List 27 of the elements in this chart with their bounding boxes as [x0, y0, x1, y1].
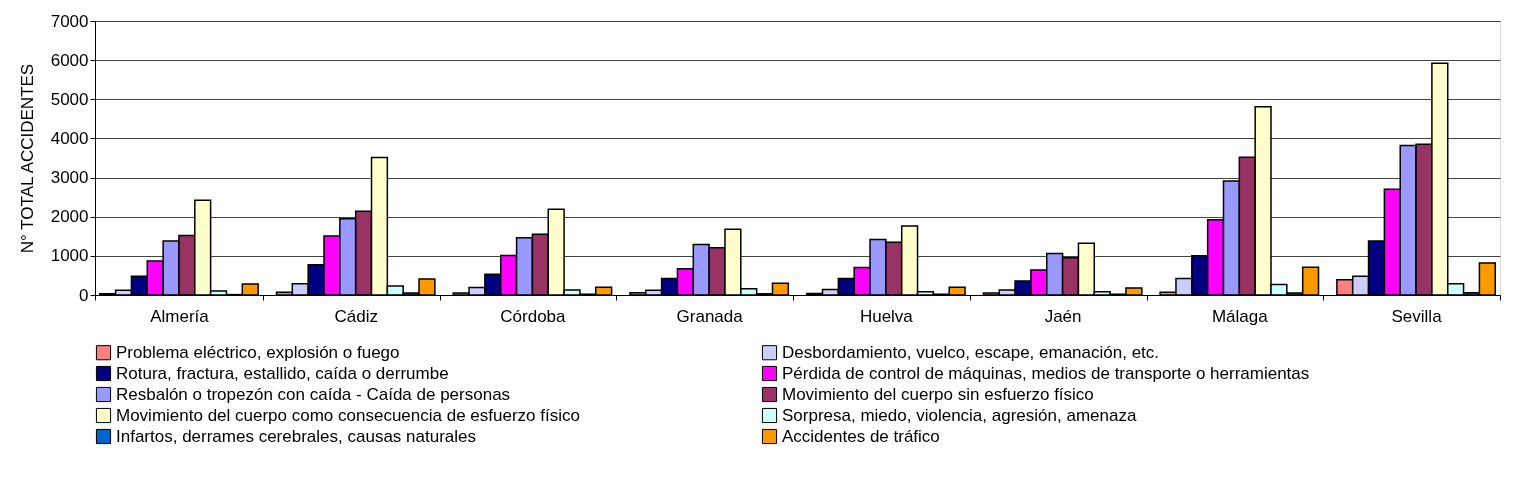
legend-label: Pérdida de control de máquinas, medios de transporte o herramientas — [782, 363, 1310, 383]
y-tick-label: 5000 — [50, 89, 89, 109]
y-tick-label: 6000 — [50, 50, 89, 70]
legend-label: Infartos, derrames cerebrales, causas naturales — [116, 426, 477, 446]
y-tick-label: 7000 — [50, 11, 89, 31]
legend-label: Rotura, fractura, estallido, caída o derrumbe — [116, 363, 449, 383]
x-tick-label: Granada — [676, 306, 744, 326]
legend-label: Movimiento del cuerpo sin esfuerzo físico — [782, 384, 1094, 404]
y-tick-label: 1000 — [50, 246, 89, 266]
x-tick-label: Huelva — [859, 306, 914, 326]
x-tick-label: Almería — [150, 306, 210, 326]
y-tick-label: 3000 — [50, 168, 89, 188]
x-tick-label: Sevilla — [1391, 306, 1443, 326]
legend-label: Movimiento del cuerpo como consecuencia de esfuerzo físico — [116, 405, 580, 425]
legend-label: Accidentes de tráfico — [782, 426, 940, 446]
legend-label: Resbalón o tropezón con caída - Caída de personas — [116, 384, 511, 404]
y-tick-label: 4000 — [50, 128, 89, 148]
legend-label: Desbordamiento, vuelco, escape, emanación, etc. — [782, 342, 1160, 362]
y-tick-label: 0 — [79, 285, 89, 305]
x-tick-label: Córdoba — [500, 306, 567, 326]
y-axis-title: N° TOTAL ACCIDENTES — [17, 63, 37, 254]
x-tick-label: Málaga — [1211, 306, 1269, 326]
x-tick-label: Jaén — [1044, 306, 1082, 326]
legend-label: Sorpresa, miedo, violencia, agresión, amenaza — [782, 405, 1137, 425]
y-tick-label: 2000 — [50, 207, 89, 227]
x-tick-label: Cádiz — [334, 306, 378, 326]
legend-label: Problema eléctrico, explosión o fuego — [116, 342, 400, 362]
